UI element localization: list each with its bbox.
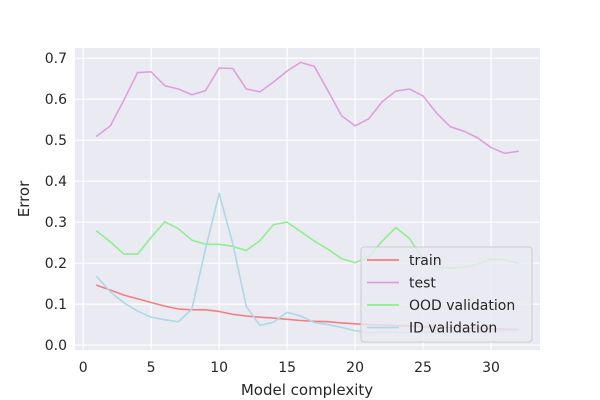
y-tick-label: 0.0: [45, 338, 67, 354]
x-tick-label: 15: [278, 360, 296, 376]
legend-label: train: [409, 253, 442, 269]
x-tick-label: 0: [79, 360, 88, 376]
legend-label: OOD validation: [409, 298, 515, 314]
legend-label: ID validation: [409, 321, 497, 337]
series-line-test: [95, 61, 520, 155]
x-tick-label: 10: [210, 360, 228, 376]
x-tick-labels: 0 5 10 15 20 25 30: [79, 360, 500, 376]
x-tick-label: 25: [414, 360, 432, 376]
y-axis-label: Error: [15, 180, 33, 217]
y-tick-label: 0.5: [45, 133, 67, 149]
y-tick-label: 0.6: [45, 92, 67, 108]
y-tick-label: 0.7: [45, 51, 67, 67]
y-tick-label: 0.3: [45, 215, 67, 231]
x-tick-label: 30: [482, 360, 500, 376]
x-tick-label: 20: [346, 360, 364, 376]
y-tick-label: 0.1: [45, 297, 67, 313]
y-tick-label: 0.4: [45, 174, 67, 190]
y-tick-label: 0.2: [45, 256, 67, 272]
x-tick-label: 5: [147, 360, 156, 376]
legend: train test OOD validation ID validation: [360, 246, 533, 343]
y-tick-labels: 0.0 0.1 0.2 0.3 0.4 0.5 0.6 0.7: [45, 51, 67, 354]
legend-label: test: [409, 276, 436, 292]
x-axis-label: Model complexity: [241, 381, 373, 399]
legend-box: [360, 246, 533, 343]
